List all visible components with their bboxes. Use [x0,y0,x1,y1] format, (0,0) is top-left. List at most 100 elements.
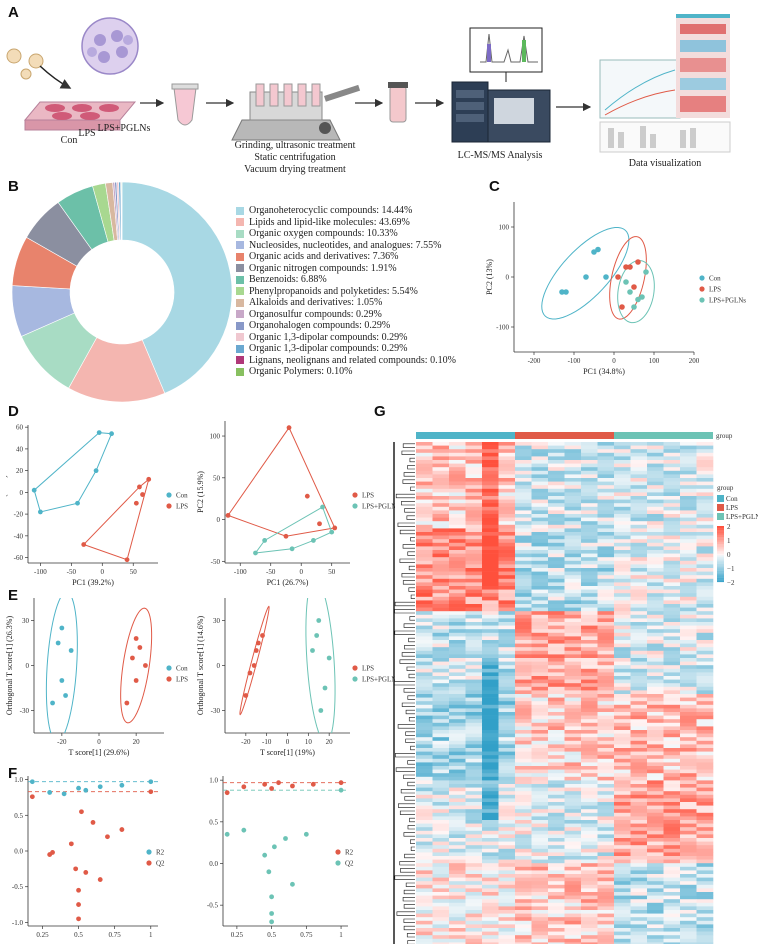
legend-marker [146,860,152,866]
data-point [631,284,637,290]
y-tick-label: -0.5 [12,883,24,891]
data-point [290,881,295,887]
y-tick-label: 0.5 [209,818,218,826]
x-tick-label: 200 [689,357,700,365]
pca-chart-d2: -100 -50 0 50 -50 0 50 100 PC1 (26.7%) PC2 (15.9%… [196,421,395,587]
legend-label: Lignans, neolignans and related compound… [249,354,456,366]
legend-swatch [236,229,244,238]
x-tick-label: 20 [133,738,141,746]
data-point [311,538,316,543]
data-point [316,618,322,623]
data-point [97,877,103,882]
legend-label: LPS [176,503,188,511]
y-tick-label: 0 [506,274,510,282]
data-point [68,648,74,653]
legend-marker [166,665,172,671]
x-tick-label: 0.75 [300,931,313,939]
x-axis-label: T score[1] (19%) [260,748,315,757]
data-point [269,919,275,925]
data-point [269,911,275,916]
data-point [338,780,344,786]
heatmap-legend-label: LPS [726,504,738,512]
data-point [271,844,277,850]
pca-chart-c: -200 -100 0 100 200 -100 0 100 PC1 (34.8%) PC2 (1… [485,202,746,376]
y-tick-label: -1.0 [12,919,24,927]
group-outline [227,426,336,537]
data-point [133,636,139,641]
data-point [253,550,258,556]
x-tick-label: 100 [649,357,660,365]
y-axis-label: PC2 (1.9%) [6,475,8,513]
group-bar-label: group [716,432,733,440]
x-tick-label: 20 [326,738,334,746]
tube-icon [171,83,199,126]
x-tick-label: -200 [528,357,541,365]
legend-item: Organic 1,3-dipolar compounds: 0.29% [236,332,516,344]
workflow-step-lcms: LC-MS/MS Analysis [457,150,543,161]
data-point [224,790,230,796]
y-tick-label: -50 [211,558,221,566]
data-point [93,468,99,474]
y-tick-label: 100 [499,224,510,232]
x-tick-label: 0 [299,568,303,576]
legend-label: LPS+PGLNs [362,503,395,511]
legend-marker [352,503,358,509]
y-tick-label: 0 [26,662,30,670]
y-tick-label: -20 [14,511,24,519]
group-outline [617,259,655,324]
legend-label: Organosulfur compounds: 0.29% [249,308,382,320]
data-point [75,500,80,506]
data-point [130,655,135,661]
data-point [251,663,257,668]
data-point [260,633,265,638]
workflow-illustration [6,14,731,153]
y-tick-label: -30 [211,707,221,715]
group-bar-segment [416,432,515,439]
legend-item: Organic nitrogen compounds: 1.91% [236,263,516,275]
group-bar-segment [614,432,713,439]
heatmap-scale-tick: 0 [727,551,731,559]
heatmap-scale-tick: 2 [727,523,731,531]
x-tick-label: 50 [328,568,336,576]
legend-label: Con [176,492,188,500]
legend-label: LPS+PGLNs [709,297,746,305]
data-point [310,781,316,787]
legend-marker [352,676,358,682]
legend-label: LPS [176,676,188,684]
data-point [97,784,103,790]
x-axis-label: PC1 (34.8%) [583,367,625,376]
legend-label: Q2 [345,860,354,868]
legend-item: Organic oxygen compounds: 10.33% [236,228,516,240]
x-tick-label: -10 [262,738,272,746]
y-tick-label: 0.5 [14,812,23,820]
y-tick-label: 60 [16,424,24,432]
data-point [243,693,249,698]
data-point [247,670,253,676]
legend-item: Organoheterocyclic compounds: 14.44% [236,205,516,217]
y-tick-label: 40 [16,445,24,453]
data-point [148,779,154,785]
data-point [269,786,275,791]
data-point [255,640,261,646]
legend-label: LPS [709,286,721,294]
data-point [81,542,87,547]
heatmap-scale-tick: −1 [727,565,735,573]
x-tick-label: -50 [67,568,77,576]
y-axis-label: Orthogonal T score[1] (14.6%) [196,616,205,716]
y-tick-label: 30 [213,617,221,625]
data-point [119,782,125,788]
workflow-step-2: Static centrifugation [254,152,336,163]
legend-swatch [236,310,244,319]
workflow-step-3: Vacuum drying treatment [244,164,346,175]
data-point [591,249,597,255]
data-point [303,831,309,837]
x-tick-label: 0 [612,357,616,365]
panel-label-d: D [8,403,19,420]
data-point [76,902,81,907]
data-point [109,431,114,437]
legend-item: Organic acids and derivatives: 7.36% [236,251,516,263]
data-point [322,685,328,691]
data-point [133,678,139,683]
legend-marker [352,665,358,671]
x-tick-label: 0 [97,738,101,746]
